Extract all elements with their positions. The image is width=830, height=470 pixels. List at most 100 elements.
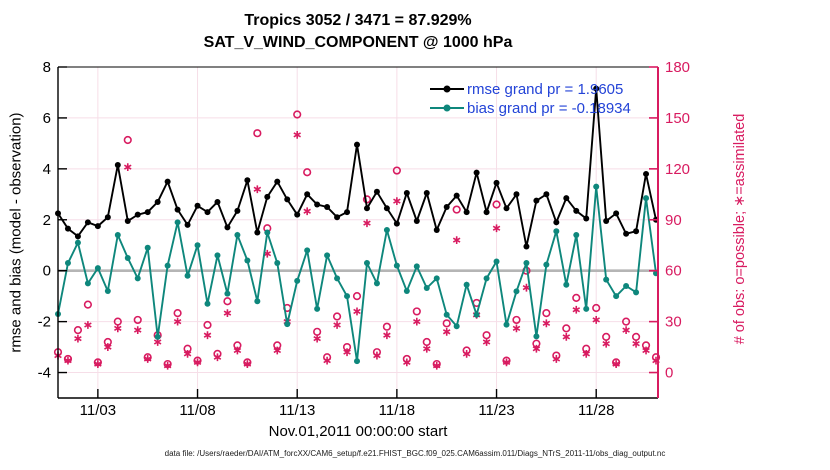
assimilated-obs-marker — [323, 356, 331, 365]
possible-obs-marker — [572, 293, 581, 302]
bias-marker — [284, 321, 291, 328]
rmse-marker — [154, 198, 161, 205]
bias-marker — [94, 265, 101, 272]
assimilated-obs-marker — [213, 353, 222, 362]
assimilated-obs-marker — [223, 309, 232, 318]
assimilated-obs-marker — [123, 163, 132, 172]
possible-obs-marker — [123, 135, 132, 145]
rmse-marker — [363, 205, 370, 212]
rmse-marker — [613, 210, 620, 217]
bias-marker — [513, 288, 520, 295]
assimilated-obs-marker — [482, 338, 491, 346]
rmse-marker — [623, 230, 630, 237]
rmse-marker — [194, 202, 201, 209]
bias-marker — [174, 219, 181, 226]
possible-obs-marker — [293, 110, 302, 119]
bias-marker — [403, 288, 410, 295]
assimilated-obs-marker — [602, 339, 610, 348]
assimilated-obs-marker — [273, 346, 282, 355]
bias-marker — [104, 288, 111, 295]
possible-obs-marker — [631, 332, 641, 341]
assimilated-obs-marker — [183, 349, 192, 358]
rmse-marker — [324, 204, 331, 211]
assimilated-obs-marker — [403, 358, 411, 367]
bias-marker — [84, 280, 91, 287]
rmse-marker — [423, 190, 430, 197]
rmse-marker — [234, 207, 241, 214]
possible-obs-marker — [422, 337, 431, 347]
rmse-marker-sample — [443, 85, 451, 93]
rmse-marker — [174, 206, 181, 213]
assimilated-obs-marker — [582, 349, 591, 358]
bias-marker — [274, 260, 281, 267]
assimilated-obs-marker — [203, 331, 212, 340]
bias-marker — [204, 300, 211, 307]
rmse-marker — [264, 193, 271, 200]
left-tick-label: -2 — [38, 314, 51, 331]
rmse-marker — [373, 188, 380, 195]
x-tick-label: 11/03 — [80, 402, 116, 419]
rmse-marker — [383, 205, 390, 212]
rmse-marker — [413, 218, 420, 225]
rmse-marker — [274, 178, 281, 185]
bias-marker — [363, 260, 370, 267]
bias-marker — [244, 257, 251, 264]
rmse-marker — [294, 211, 301, 218]
assimilated-obs-marker — [94, 360, 102, 368]
possible-obs-marker — [622, 317, 631, 326]
possible-obs-marker — [83, 300, 93, 309]
assimilated-obs-marker — [442, 327, 451, 336]
rmse-marker — [483, 209, 490, 216]
bias-marker — [603, 276, 610, 283]
bias-marker — [334, 275, 341, 282]
assimilated-obs-marker — [193, 358, 202, 367]
left-tick-label: 6 — [43, 110, 51, 127]
assimilated-obs-marker — [502, 358, 511, 367]
rmse-marker — [433, 226, 440, 233]
legend-label-rmse: rmse grand pr = 1.9605 — [467, 80, 624, 98]
bias-marker — [583, 305, 590, 312]
rmse-marker — [124, 218, 131, 225]
possible-obs-marker — [482, 331, 491, 340]
possible-obs-marker — [173, 309, 182, 318]
bias-marker — [553, 228, 560, 235]
right-tick-label: 60 — [665, 263, 682, 280]
x-axis-label: Nov.01,2011 00:00:00 start — [268, 423, 448, 440]
bias-marker — [423, 285, 430, 292]
assimilated-obs-marker — [114, 324, 122, 333]
assimilated-obs-marker — [84, 321, 92, 329]
rmse-marker — [513, 191, 520, 198]
rmse-marker — [114, 162, 121, 169]
rmse-marker — [573, 207, 580, 214]
rmse-marker — [94, 223, 101, 230]
bias-marker — [573, 232, 580, 239]
bias-marker — [523, 260, 530, 267]
assimilated-obs-marker — [383, 331, 391, 340]
bias-marker — [463, 281, 470, 288]
bias-marker — [543, 261, 550, 268]
rmse-marker — [224, 224, 231, 231]
possible-obs-marker — [592, 303, 601, 313]
assimilated-obs-marker — [452, 236, 461, 245]
possible-obs-marker — [253, 129, 262, 138]
assimilated-obs-marker — [173, 317, 182, 326]
legend-label-bias: bias grand pr = -0.18934 — [467, 99, 631, 117]
bias-marker — [134, 275, 141, 282]
rmse-marker — [633, 228, 640, 235]
rmse-marker — [533, 197, 540, 204]
assimilated-obs-marker — [622, 326, 630, 335]
bias-marker — [314, 305, 321, 312]
bias-marker — [114, 232, 121, 239]
bias-marker — [373, 280, 380, 287]
bias-marker — [493, 258, 500, 265]
assimilated-obs-marker — [542, 319, 551, 328]
rmse-marker — [553, 219, 560, 226]
rmse-marker — [643, 170, 650, 177]
assimilated-obs-marker — [592, 316, 600, 324]
possible-obs-marker — [512, 315, 521, 325]
bias-marker — [164, 262, 171, 269]
bias-marker — [344, 293, 351, 300]
bias-marker — [483, 275, 490, 282]
rmse-marker — [244, 177, 251, 184]
possible-obs-marker — [382, 322, 392, 331]
